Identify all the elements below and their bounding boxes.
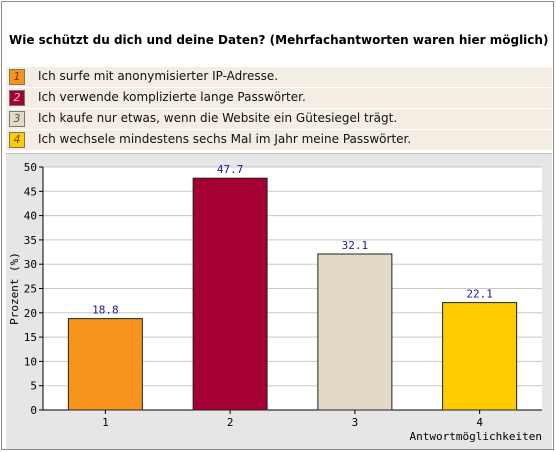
y-tick-label: 5 — [30, 380, 37, 393]
bar-2 — [192, 177, 268, 411]
bar-4 — [442, 302, 518, 411]
y-axis-label: Prozent (%) — [8, 252, 21, 325]
x-tick-label-3: 3 — [352, 416, 359, 429]
legend-label-1: Ich surfe mit anonymisierter IP-Adresse. — [38, 69, 279, 83]
legend-label-4: Ich wechsele mindestens sechs Mal im Jah… — [38, 132, 412, 146]
y-tick-label: 40 — [24, 210, 37, 223]
y-tick-label: 25 — [24, 283, 37, 296]
y-tick-label: 45 — [24, 185, 37, 198]
y-tick-label: 35 — [24, 234, 37, 247]
legend-item-3: 3 Ich kaufe nur etwas, wenn die Website … — [6, 109, 552, 129]
legend-swatch-2: 2 — [9, 90, 25, 106]
legend-swatch-1: 1 — [9, 69, 25, 85]
chart-title: Wie schützt du dich und deine Daten? (Me… — [9, 33, 549, 47]
bar-1 — [67, 318, 143, 411]
y-tick-label: 10 — [24, 355, 37, 368]
legend-swatch-3: 3 — [9, 111, 25, 127]
legend-label-2: Ich verwende komplizierte lange Passwört… — [38, 90, 306, 104]
data-label-2: 47.7 — [217, 163, 244, 176]
data-label-4: 22.1 — [466, 288, 493, 301]
legend-item-4: 4 Ich wechsele mindestens sechs Mal im J… — [6, 130, 552, 150]
legend-swatch-4: 4 — [9, 132, 25, 148]
x-tick-label-2: 2 — [227, 416, 234, 429]
data-label-1: 18.8 — [92, 304, 119, 317]
data-label-3: 32.1 — [342, 239, 369, 252]
y-tick-label: 0 — [30, 404, 37, 417]
y-tick-label: 50 — [24, 161, 37, 174]
bar-chart: 0 5 10 15 20 25 30 35 40 45 50 18.8 1 47.7 2 32.1 3 22.1 4… — [8, 161, 542, 443]
legend-item-2: 2 Ich verwende komplizierte lange Passwö… — [6, 88, 552, 108]
x-tick-label-1: 1 — [102, 416, 109, 429]
y-tick-label: 30 — [24, 258, 37, 271]
x-axis-label: Antwortmöglichkeiten — [410, 430, 542, 443]
legend-item-1: 1 Ich surfe mit anonymisierter IP-Adress… — [6, 67, 552, 87]
y-tick-label: 15 — [24, 331, 37, 344]
bar-3 — [317, 253, 393, 411]
legend-label-3: Ich kaufe nur etwas, wenn die Website ei… — [38, 111, 398, 125]
chart-panel: 0 5 10 15 20 25 30 35 40 45 50 18.8 1 47.7 2 32.1 3 22.1 4… — [6, 153, 552, 449]
y-tick-label: 20 — [24, 307, 37, 320]
x-tick-label-4: 4 — [476, 416, 483, 429]
